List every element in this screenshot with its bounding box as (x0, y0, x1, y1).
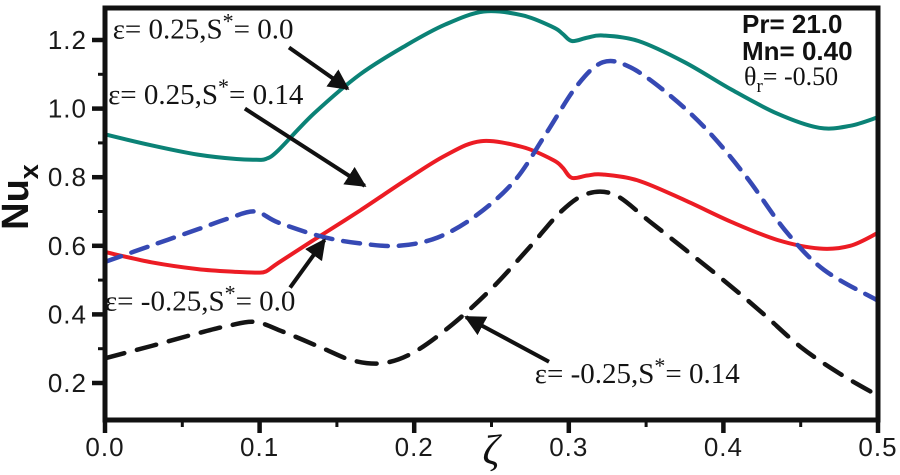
annotation-arrow-1 (243, 106, 367, 188)
param-pr: Pr= 21.0 (742, 9, 842, 39)
x-tick-label: 0.4 (704, 432, 743, 462)
param-mn: Mn= 0.40 (742, 36, 853, 66)
annotation-arrow-3 (464, 315, 550, 364)
x-tick-label: 0.0 (85, 432, 124, 462)
x-tick-label: 0.2 (395, 432, 434, 462)
annotation-label-1: ε= 0.25,S*= 0.14 (108, 74, 304, 111)
x-tick-label: 0.3 (549, 432, 588, 462)
annotation-label-2: ε= -0.25,S*= 0.0 (105, 280, 295, 317)
curve-series-0 (103, 9, 880, 162)
annotation-arrow-2 (288, 238, 327, 289)
x-axis-title: ζ (482, 428, 502, 474)
curve-series-2 (102, 58, 881, 303)
curve-series-3 (102, 189, 881, 398)
x-tick-label: 0.1 (240, 432, 279, 462)
y-tick-label: 0.8 (48, 162, 87, 192)
y-tick-label: 0.6 (48, 231, 87, 261)
annotation-label-3: ε= -0.25,S*= 0.14 (535, 353, 740, 390)
x-tick-label: 0.5 (858, 432, 897, 462)
params-box: Pr= 21.0 Mn= 0.40 θr= -0.50 (742, 9, 853, 97)
curve-annotations: ε= 0.25,S*= 0.0 ε= 0.25,S*= 0.14 ε= -0.25,… (105, 8, 740, 390)
annotation-label-0: ε= 0.25,S*= 0.0 (113, 8, 294, 45)
param-theta-r: θr= -0.50 (744, 62, 838, 97)
y-tick-label: 0.2 (48, 368, 87, 398)
y-axis-title: Nux (0, 164, 44, 230)
y-tick-label: 1.0 (48, 94, 87, 124)
y-tick-label: 0.4 (48, 299, 87, 329)
annotation-arrow-0 (287, 45, 350, 91)
axis-tick-labels: 0.0 0.1 0.2 0.3 0.4 0.5 0.2 0.4 0.6 0.8 1.0 1.2 (48, 25, 897, 462)
curve-series-1 (103, 138, 880, 275)
y-tick-label: 1.2 (48, 25, 87, 55)
plot-frame (102, 5, 881, 423)
data-curves (102, 9, 881, 398)
